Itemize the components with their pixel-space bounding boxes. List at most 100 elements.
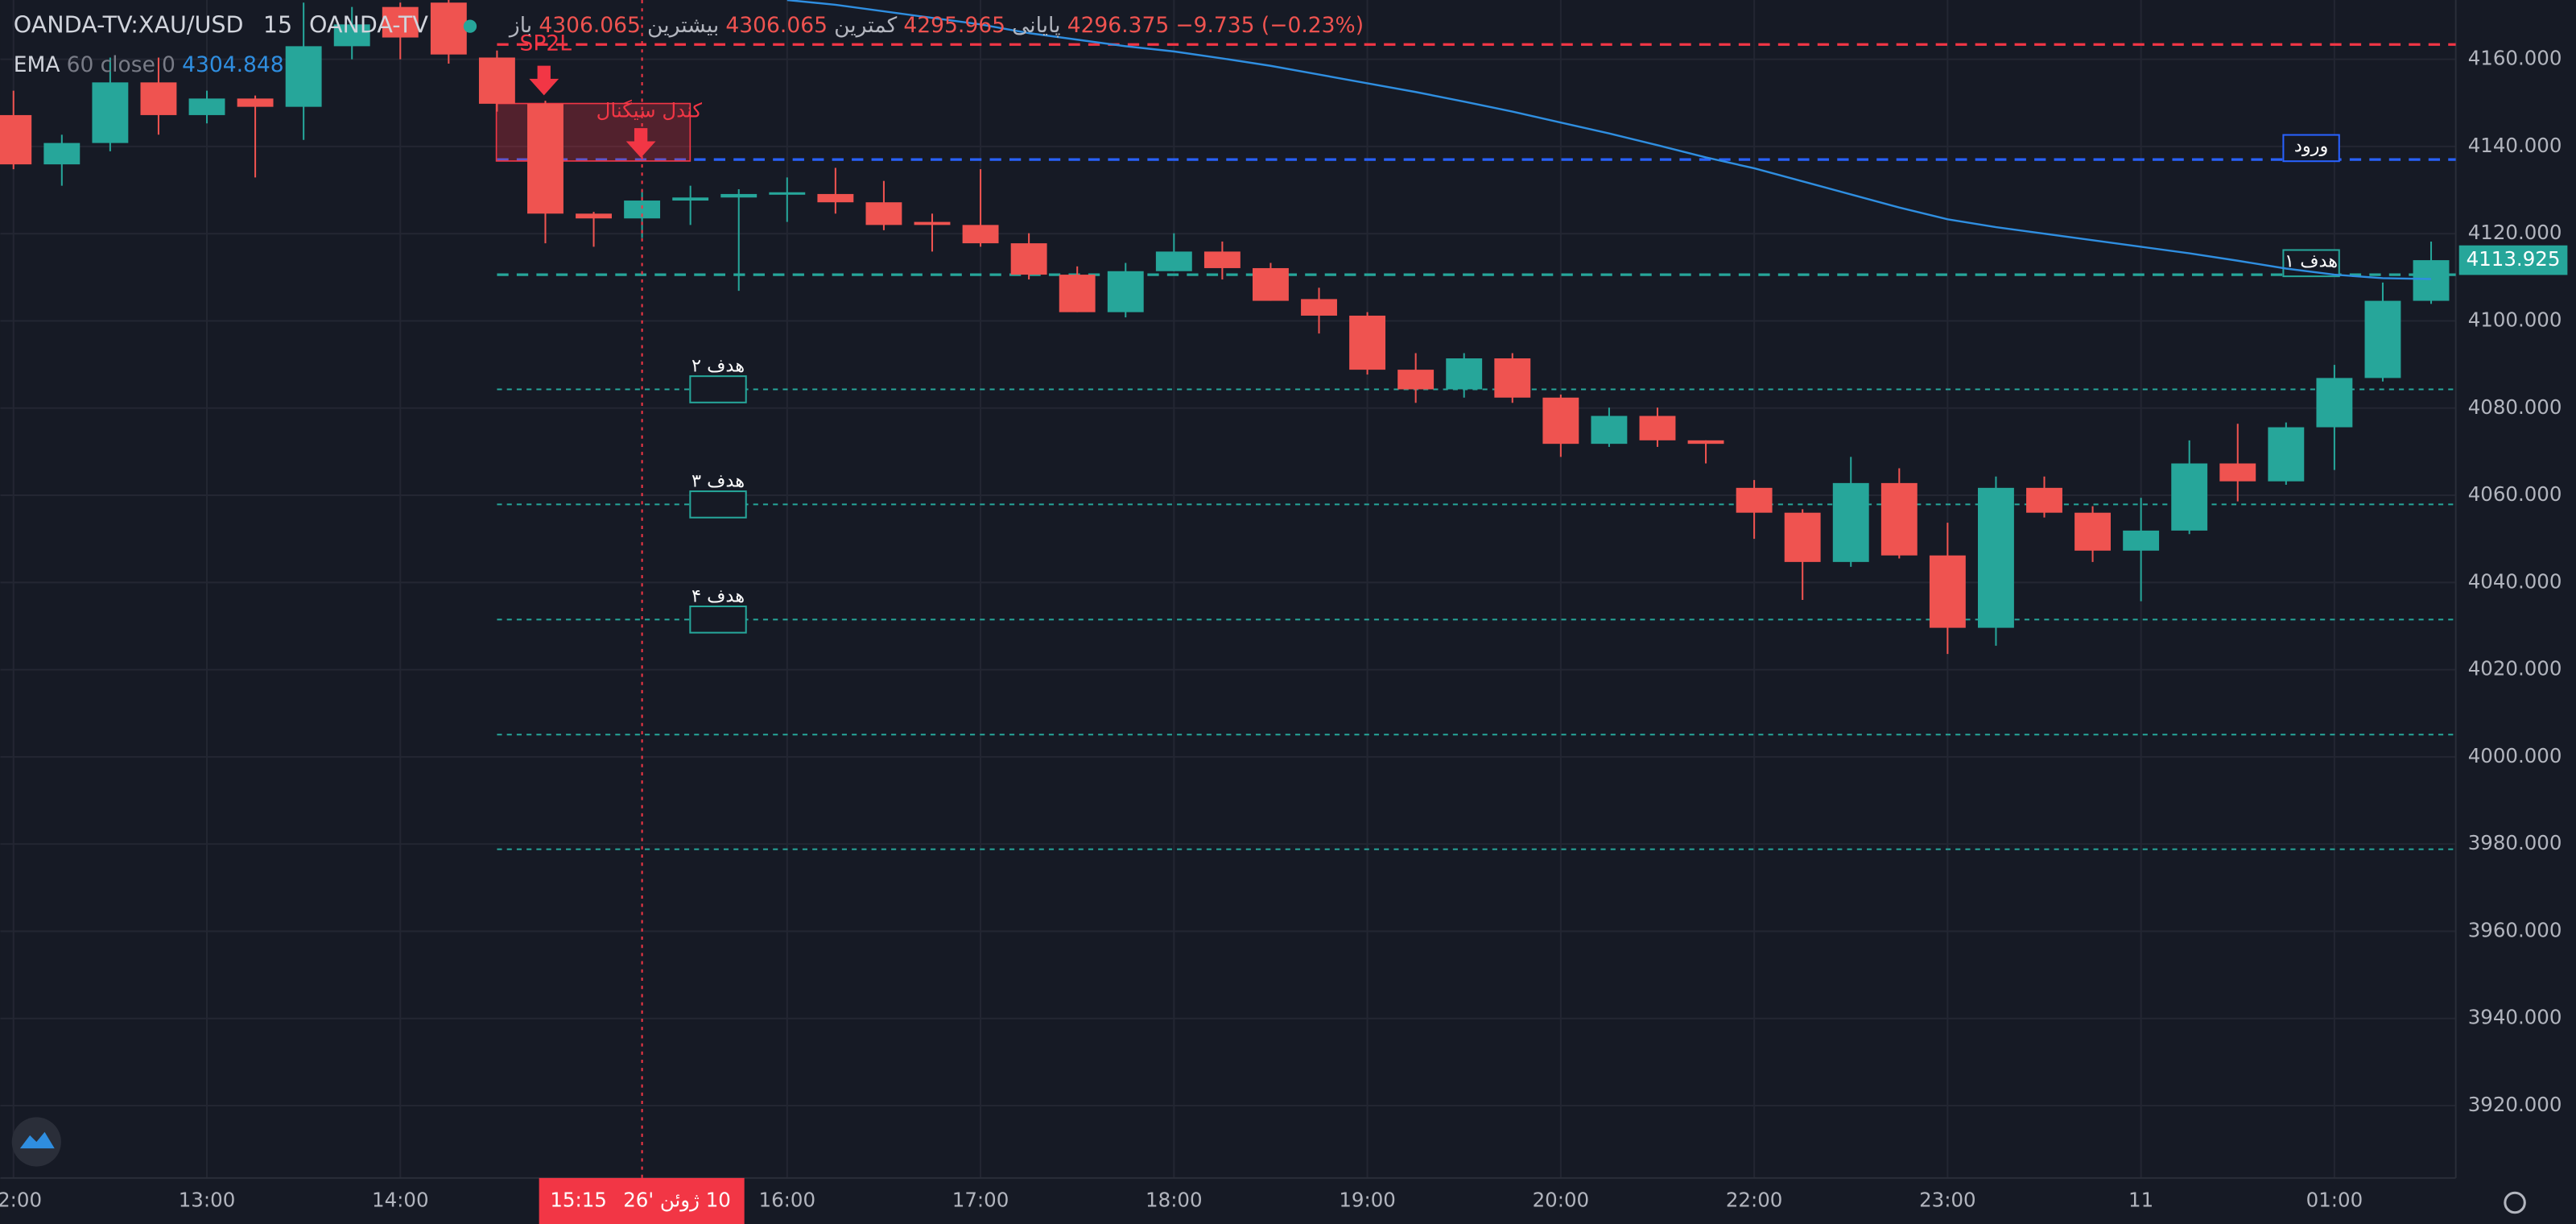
settings-button[interactable] xyxy=(2504,1191,2526,1214)
ohlc-label: باز xyxy=(508,13,532,38)
level-label-box xyxy=(689,375,747,403)
candle-body xyxy=(865,202,902,225)
y-tick-label: 4100.000 xyxy=(2468,308,2562,331)
level-label: هدف ۴ xyxy=(691,585,745,606)
candle-body xyxy=(1591,416,1628,445)
candle-body xyxy=(1349,315,1386,370)
candle-body xyxy=(1687,440,1724,445)
candles xyxy=(0,0,2450,655)
candle-body xyxy=(2268,427,2305,482)
candle-body xyxy=(1784,512,1821,562)
candle-body xyxy=(1542,397,1579,445)
levels: ورود هدف ۱ هدف ۲ هدف ۳ هدف ۴ xyxy=(497,43,2456,850)
candle-body xyxy=(817,193,854,203)
x-tick-label: 22:00 xyxy=(1726,1188,1783,1211)
candle-body xyxy=(237,98,274,107)
ohlc-value: 4306.065 xyxy=(725,13,828,38)
candle-body xyxy=(333,24,370,47)
ema-legend: EMA 60 close 0 4304.848 xyxy=(14,52,284,77)
candle-body xyxy=(1639,416,1676,440)
x-tick-label: 11 xyxy=(2128,1188,2153,1211)
x-tick-label: 12:00 xyxy=(0,1188,42,1211)
candle-body xyxy=(1010,243,1047,275)
candle-body xyxy=(1059,275,1096,312)
candle-body xyxy=(285,46,322,107)
price-tag-label: 4113.925 xyxy=(2467,247,2561,271)
level-label: ورود xyxy=(2294,135,2329,156)
candle-body xyxy=(140,82,177,115)
ohlc-value: 4296.375 xyxy=(1067,13,1170,38)
candle-body xyxy=(0,114,32,165)
crosshair-label-box xyxy=(539,1177,745,1224)
candle-body xyxy=(672,197,709,201)
candle-body xyxy=(624,201,661,219)
ohlc-label: کمترین xyxy=(834,13,898,38)
x-tick-label: 20:00 xyxy=(1533,1188,1590,1211)
candle-body xyxy=(2413,260,2450,301)
candle-body xyxy=(478,57,515,104)
ohlc-label: بیشترین xyxy=(647,13,719,38)
x-tick-label: 23:00 xyxy=(1919,1188,1976,1211)
candle-body xyxy=(1832,482,1869,562)
candle-body xyxy=(914,221,951,225)
x-tick-label: 14:00 xyxy=(372,1188,429,1211)
candle-body xyxy=(2123,530,2160,551)
candle-body xyxy=(2364,300,2401,378)
candle-body xyxy=(576,213,612,219)
candle-body xyxy=(1253,267,1289,301)
x-tick-label: 19:00 xyxy=(1339,1188,1396,1211)
level-label: هدف ۱ xyxy=(2285,250,2338,271)
candle-body xyxy=(2074,512,2112,551)
y-tick-label: 4000.000 xyxy=(2468,744,2562,767)
candle-body xyxy=(1977,487,2014,628)
level-label-box xyxy=(2282,134,2340,163)
ema-name: EMA xyxy=(14,52,60,77)
candle-body xyxy=(2026,487,2062,513)
level-label: هدف ۲ xyxy=(691,355,745,376)
ohlc-value: 4295.965 xyxy=(903,13,1005,38)
interval: 15 xyxy=(263,11,292,39)
ohlc-change: −9.735 (−0.23%) xyxy=(1175,13,1364,38)
y-tick-label: 4160.000 xyxy=(2468,47,2562,70)
signal-arrow xyxy=(529,65,559,96)
candle-body xyxy=(92,82,129,143)
candle-body xyxy=(1397,370,1435,390)
logo-icon xyxy=(19,1131,55,1149)
x-tick-label: 13:00 xyxy=(179,1188,236,1211)
y-tick-label: 3960.000 xyxy=(2468,918,2562,941)
level-label: هدف ۳ xyxy=(691,470,745,491)
candle-body xyxy=(188,98,225,115)
candle-body xyxy=(1736,487,1773,513)
candle-body xyxy=(1494,358,1531,398)
y-tick-label: 4080.000 xyxy=(2468,395,2562,419)
ohlc-label: پایانی xyxy=(1012,13,1060,38)
candle-body xyxy=(2171,463,2208,531)
candle-body xyxy=(1446,358,1483,390)
level-label-box xyxy=(689,490,747,519)
ema-line xyxy=(786,0,2432,280)
candle-body xyxy=(430,2,467,55)
ema-offset: 0 xyxy=(162,52,175,77)
symbol: OANDA-TV:XAU/USD xyxy=(14,11,244,39)
ema-last: 4304.848 xyxy=(182,52,284,77)
candle-body xyxy=(1301,299,1337,316)
candle-body xyxy=(1155,251,1192,271)
candle-body xyxy=(2219,463,2256,482)
y-tick-label: 4140.000 xyxy=(2468,134,2562,157)
y-tick-label: 4040.000 xyxy=(2468,569,2562,593)
candle-body xyxy=(1929,555,1966,628)
y-tick-label: 4020.000 xyxy=(2468,657,2562,680)
crosshair-time: 15:15 xyxy=(550,1188,607,1211)
candle-body xyxy=(769,192,806,195)
candle-body xyxy=(43,143,80,165)
price-tag xyxy=(2458,245,2568,275)
ohlc-legend: باز 4306.065 بیشترین 4306.065 کمترین 4295.965… xyxy=(508,13,1364,38)
entry-arrow xyxy=(625,128,656,158)
candle-body xyxy=(527,103,564,214)
crosshair-date: 10 ژوئن '26 xyxy=(623,1188,731,1211)
x-tick-label: 17:00 xyxy=(952,1188,1009,1211)
ohlc-value: 4306.065 xyxy=(539,13,641,38)
ema-length: 60 xyxy=(67,52,94,77)
